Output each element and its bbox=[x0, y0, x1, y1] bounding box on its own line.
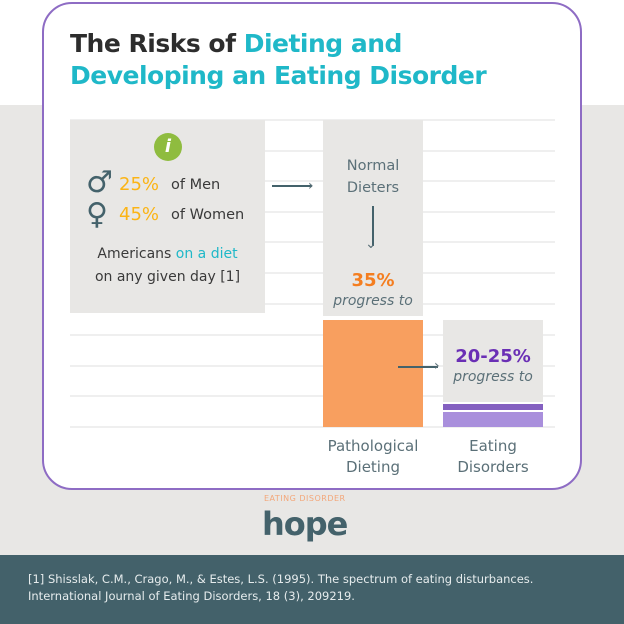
women-percent: 45% bbox=[119, 204, 160, 225]
gridline bbox=[70, 395, 555, 397]
arrow-down-icon bbox=[372, 206, 374, 246]
arrowhead-down: ⌄ bbox=[365, 236, 377, 252]
women-label: of Women bbox=[171, 207, 245, 223]
gridline bbox=[70, 334, 555, 336]
gridline bbox=[70, 426, 555, 428]
gridline bbox=[70, 119, 555, 121]
pathological-bar bbox=[323, 320, 423, 427]
men-label: of Men bbox=[171, 177, 221, 193]
page-title: The Risks of Dieting and Developing an E… bbox=[70, 28, 487, 92]
arrowhead: › bbox=[308, 178, 314, 194]
footer-citation: [1] Shisslak, C.M., Crago, M., & Estes, … bbox=[0, 555, 624, 624]
ed-bar-light bbox=[443, 412, 543, 427]
gridline bbox=[70, 241, 555, 243]
desc-line2: on any given day [1] bbox=[94, 269, 241, 285]
progress-to-2: progress to bbox=[453, 369, 533, 385]
arrow-right-icon bbox=[272, 185, 312, 187]
dieting-text: Dieting bbox=[345, 458, 401, 476]
pct-35: 35% bbox=[351, 270, 395, 291]
gridline bbox=[70, 180, 555, 182]
hope-logo: hope bbox=[262, 505, 348, 543]
gridline bbox=[70, 211, 555, 213]
desc-text: Americans bbox=[97, 246, 176, 262]
title-part1: The Risks of bbox=[70, 29, 244, 58]
desc-highlight: on a diet bbox=[175, 246, 238, 262]
progress-to-1: progress to bbox=[333, 293, 413, 309]
gridline bbox=[70, 272, 555, 274]
ed-bar-dark bbox=[443, 404, 543, 410]
gridline bbox=[70, 150, 555, 152]
pathological-dieting-label: Pathological Dieting bbox=[313, 436, 433, 478]
eating-disorder-box bbox=[443, 320, 543, 402]
pct-20-25: 20-25% bbox=[455, 346, 531, 367]
normal-dieters-label: Normal Dieters bbox=[323, 155, 423, 199]
citation-line1: [1] Shisslak, C.M., Crago, M., & Estes, … bbox=[28, 572, 534, 586]
title-highlight: Dieting and bbox=[243, 29, 403, 58]
title-line2: Developing an Eating Disorder bbox=[70, 61, 487, 90]
men-percent: 25% bbox=[119, 174, 160, 195]
gridline bbox=[70, 303, 555, 305]
gridline bbox=[70, 365, 555, 367]
male-icon: ♂ bbox=[86, 165, 113, 200]
dieters-text: Dieters bbox=[346, 180, 400, 196]
logo-tagline: EATING DISORDER bbox=[264, 494, 346, 503]
info-icon: i bbox=[154, 133, 182, 161]
desc-line1: Americans on a diet bbox=[70, 246, 265, 262]
normal-text: Normal bbox=[346, 158, 400, 174]
arrow-right-icon-2 bbox=[398, 366, 438, 368]
pathological-text: Pathological bbox=[327, 437, 419, 455]
arrowhead-2: › bbox=[434, 358, 440, 374]
citation-line2: International Journal of Eating Disorder… bbox=[28, 589, 355, 603]
female-icon: ♀ bbox=[86, 197, 108, 232]
eating-disorders-label: Eating Disorders bbox=[457, 437, 529, 476]
